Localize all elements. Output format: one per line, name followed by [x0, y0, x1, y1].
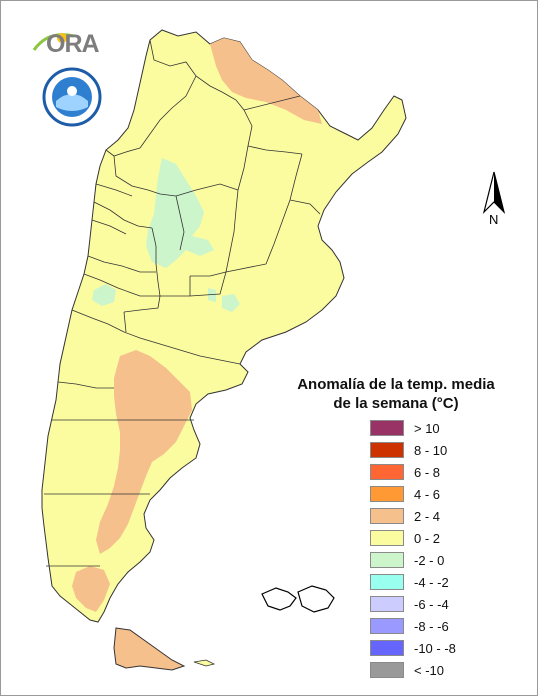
north-arrow: N	[478, 168, 518, 232]
legend-label: -4 - -2	[414, 574, 449, 590]
legend-swatch	[370, 464, 404, 480]
anomaly-zone-south-central	[96, 350, 192, 554]
legend-item: -2 - 0	[370, 549, 490, 571]
ora-logo: ORA	[32, 28, 104, 58]
legend-item: 6 - 8	[370, 461, 490, 483]
legend-swatch	[370, 486, 404, 502]
legend-swatch	[370, 640, 404, 656]
isla-de-los-estados	[193, 659, 216, 667]
anomaly-zone-south-tip	[72, 566, 110, 612]
legend-swatch	[370, 596, 404, 612]
province-boundaries	[44, 39, 321, 567]
legend-label: -6 - -4	[414, 596, 449, 612]
legend-label: -2 - 0	[414, 552, 445, 568]
legend-label: 8 - 10	[414, 442, 448, 458]
north-label: N	[489, 212, 499, 227]
legend: > 10 8 - 10 6 - 8 4 - 6 2 - 4 0 - 2 -2 - 0 -4 -…	[370, 417, 490, 681]
legend-label: -8 - -6	[414, 618, 449, 634]
legend-item: -4 - -2	[370, 571, 490, 593]
legend-label: 4 - 6	[414, 486, 441, 502]
legend-swatch	[370, 574, 404, 590]
legend-label: < -10	[414, 662, 444, 678]
legend-swatch	[370, 420, 404, 436]
legend-swatch	[370, 530, 404, 546]
legend-label: 6 - 8	[414, 464, 441, 480]
legend-title-line1: Anomalía de la temp. media	[297, 376, 495, 393]
anomaly-zone-center-cool	[208, 288, 216, 302]
anomaly-zone-west-cool	[92, 284, 116, 306]
tierra-del-fuego	[113, 627, 186, 671]
legend-item: 8 - 10	[370, 439, 490, 461]
legend-item: 0 - 2	[370, 527, 490, 549]
legend-item: -10 - -8	[370, 637, 490, 659]
legend-label: -10 - -8	[414, 640, 456, 656]
legend-item: 2 - 4	[370, 505, 490, 527]
legend-item: < -10	[370, 659, 490, 681]
ora-logo-text: ORA	[46, 30, 100, 58]
ora-leaf-icon	[32, 33, 75, 51]
legend-swatch	[370, 618, 404, 634]
legend-swatch	[370, 662, 404, 678]
legend-swatch	[370, 552, 404, 568]
anomaly-zone-north-east	[210, 38, 322, 124]
north-arrow-icon	[482, 171, 506, 214]
legend-label: > 10	[414, 420, 440, 436]
legend-label: 0 - 2	[414, 530, 441, 546]
legend-swatch	[370, 442, 404, 458]
anomaly-zone-pampa-cool	[222, 294, 240, 312]
legend-item: 4 - 6	[370, 483, 490, 505]
malvinas-islands	[261, 585, 335, 613]
legend-swatch	[370, 508, 404, 524]
legend-item: > 10	[370, 417, 490, 439]
legend-label: 2 - 4	[414, 508, 441, 524]
legend-item: -6 - -4	[370, 593, 490, 615]
legend-item: -8 - -6	[370, 615, 490, 637]
legend-title: Anomalía de la temp. media de la semana …	[296, 375, 496, 413]
legend-title-line2: de la semana (°C)	[333, 395, 459, 412]
smn-seal-icon	[42, 67, 102, 127]
